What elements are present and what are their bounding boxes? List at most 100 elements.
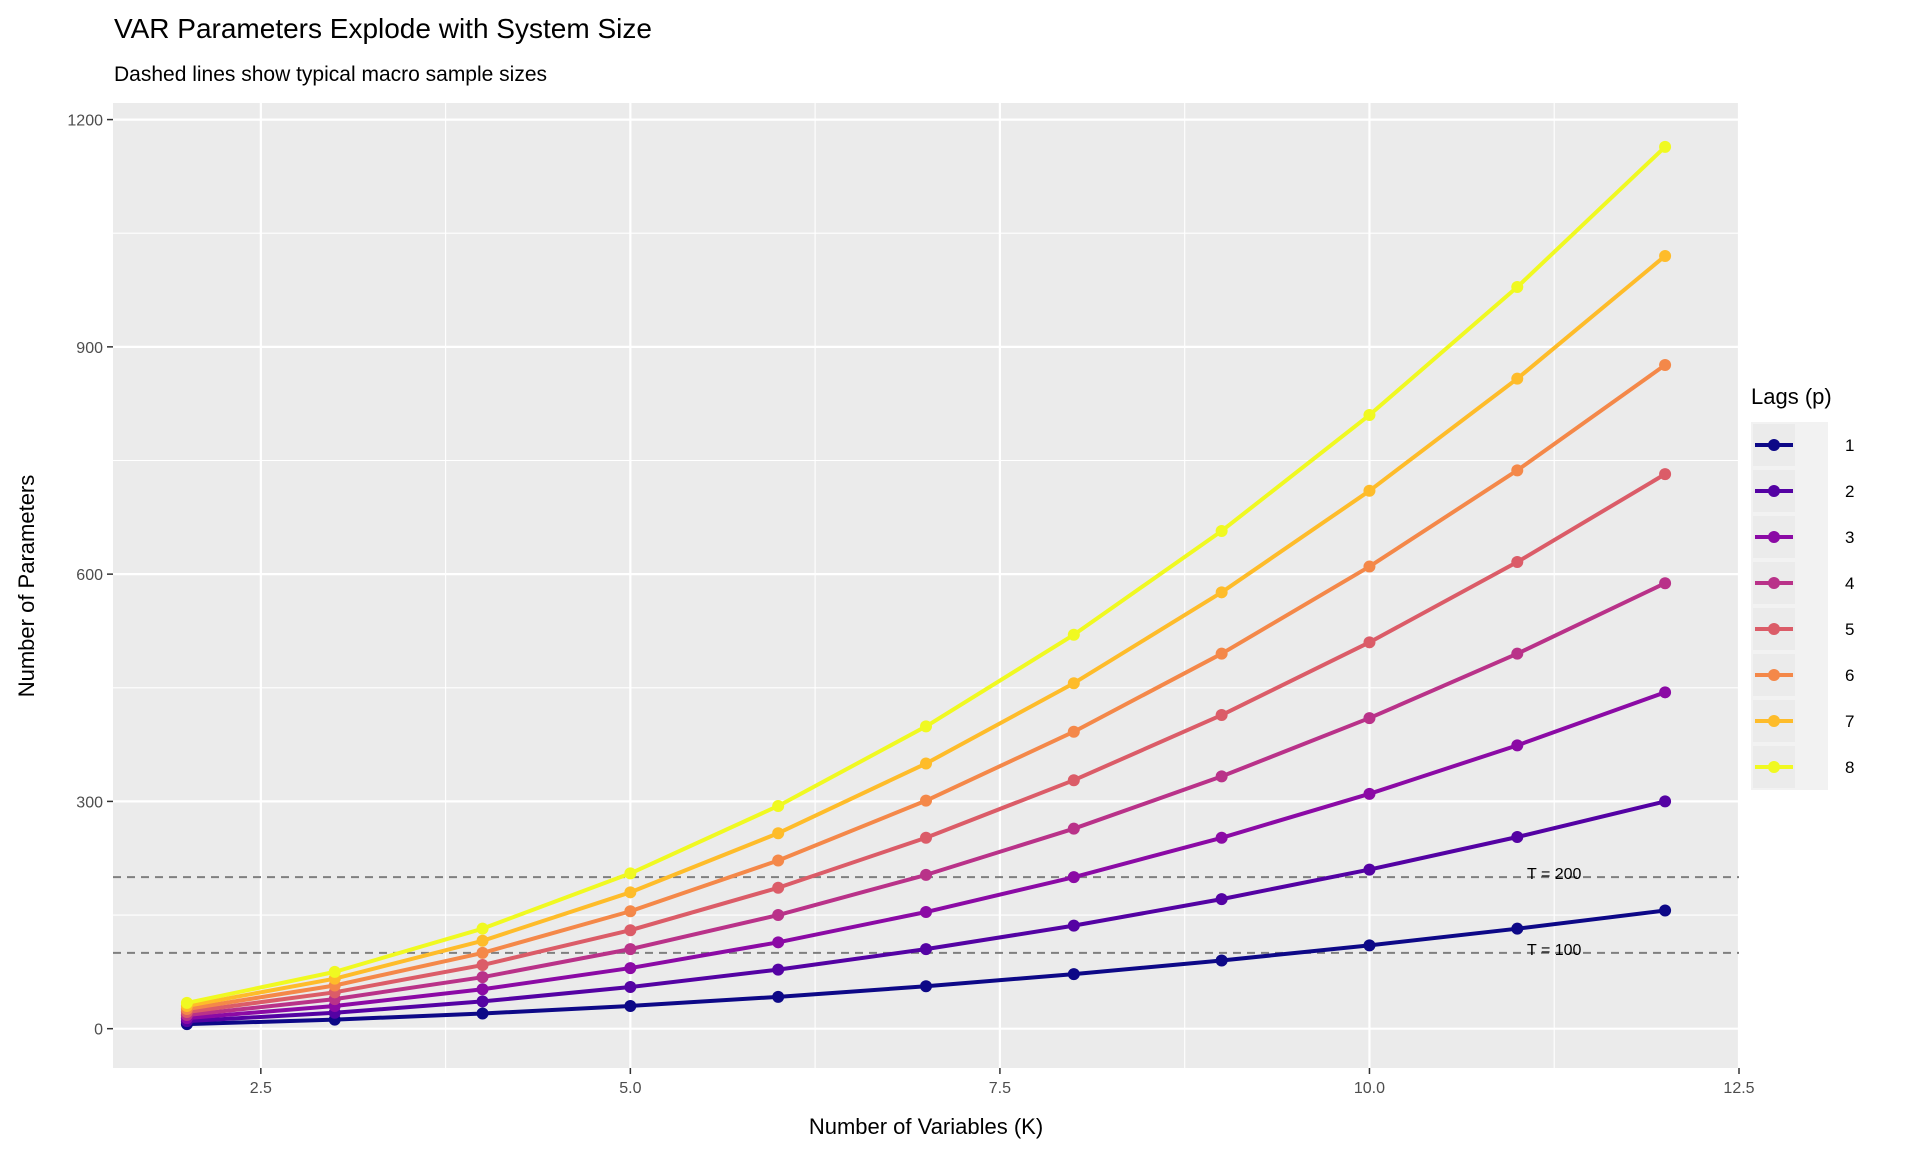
- data-point: [1215, 770, 1228, 783]
- data-point: [476, 959, 489, 972]
- data-point: [1067, 725, 1080, 738]
- y-axis-label: Number of Parameters: [14, 475, 39, 698]
- data-point: [1659, 686, 1672, 699]
- data-point: [624, 924, 637, 937]
- data-point: [1215, 893, 1228, 906]
- data-point: [1067, 968, 1080, 981]
- data-point: [1511, 464, 1524, 477]
- data-point: [1511, 556, 1524, 569]
- data-point: [920, 720, 932, 733]
- data-point: [1659, 795, 1672, 808]
- legend-key-point: [1768, 531, 1780, 543]
- data-point: [1215, 831, 1228, 844]
- data-point: [772, 881, 785, 894]
- data-point: [920, 831, 932, 844]
- reference-line-label: T = 200: [1527, 866, 1582, 883]
- data-point: [180, 996, 193, 1009]
- series-6: [180, 359, 1672, 1015]
- legend-item-1: 1: [1753, 424, 1854, 466]
- data-point: [624, 886, 637, 899]
- data-point: [476, 971, 489, 984]
- data-point: [328, 965, 341, 978]
- legend-label: 1: [1845, 436, 1854, 455]
- data-point: [920, 794, 932, 807]
- series-3: [180, 686, 1672, 1025]
- data-point: [1067, 871, 1080, 884]
- data-point: [1659, 904, 1672, 917]
- x-axis-label: Number of Variables (K): [809, 1114, 1043, 1139]
- chart-title: VAR Parameters Explode with System Size: [114, 13, 652, 44]
- data-point: [1215, 954, 1228, 967]
- legend-item-8: 8: [1753, 746, 1854, 788]
- axes: 2.5 5.0 7.5 10.0 12.5 0 300 600 900 1200: [67, 113, 1754, 1097]
- x-tick-label: 12.5: [1723, 1080, 1754, 1097]
- y-tick-label: 0: [94, 1022, 103, 1039]
- data-point: [476, 983, 489, 996]
- data-point: [624, 867, 637, 880]
- data-point: [772, 936, 785, 949]
- data-point: [1215, 709, 1228, 722]
- data-point: [772, 827, 785, 840]
- grid: [113, 103, 1741, 1068]
- data-point: [476, 946, 489, 959]
- y-tick-label: 300: [76, 794, 103, 811]
- legend-label: 8: [1845, 758, 1854, 777]
- data-point: [920, 980, 932, 993]
- data-point: [1511, 372, 1524, 385]
- series-2: [180, 795, 1672, 1028]
- data-point: [1659, 577, 1672, 590]
- legend-label: 6: [1845, 666, 1854, 685]
- data-point: [920, 868, 932, 881]
- legend-item-2: 2: [1753, 470, 1854, 512]
- legend-label: 3: [1845, 528, 1854, 547]
- chart-subtitle: Dashed lines show typical macro sample s…: [114, 63, 547, 86]
- legend-key-point: [1768, 485, 1780, 497]
- reference-line-label: T = 100: [1527, 942, 1582, 959]
- legend-key-point: [1768, 761, 1780, 773]
- data-point: [1363, 712, 1376, 725]
- data-point: [1067, 774, 1080, 787]
- data-point: [1067, 677, 1080, 690]
- data-point: [772, 990, 785, 1003]
- data-point: [1659, 359, 1672, 372]
- data-point: [1067, 919, 1080, 932]
- data-point: [920, 906, 932, 919]
- legend-label: 7: [1845, 712, 1854, 731]
- data-point: [1067, 628, 1080, 641]
- data-point: [1067, 822, 1080, 835]
- data-point: [476, 995, 489, 1008]
- legend-key-point: [1768, 577, 1780, 589]
- data-point: [1511, 281, 1524, 294]
- data-point: [1659, 249, 1672, 262]
- data-point: [920, 943, 932, 956]
- data-point: [476, 1007, 489, 1020]
- legend-item-3: 3: [1753, 516, 1854, 558]
- x-tick-label: 2.5: [250, 1080, 272, 1097]
- legend-label: 4: [1845, 574, 1854, 593]
- data-point: [1511, 831, 1524, 844]
- data-point: [476, 922, 489, 935]
- legend-title: Lags (p): [1751, 384, 1832, 409]
- legend-key-point: [1768, 669, 1780, 681]
- plot-panel: [113, 103, 1739, 1068]
- data-point: [624, 943, 637, 956]
- legend-item-6: 6: [1753, 654, 1854, 696]
- legend-label: 5: [1845, 620, 1854, 639]
- data-point: [1363, 939, 1376, 952]
- legend-label: 2: [1845, 482, 1854, 501]
- legend: Lags (p) 1 2 3 4 5 6 7 8: [1751, 384, 1854, 790]
- data-point: [1363, 484, 1376, 497]
- data-point: [1363, 636, 1376, 649]
- data-point: [772, 799, 785, 812]
- data-point: [920, 757, 932, 770]
- legend-item-5: 5: [1753, 608, 1854, 650]
- y-tick-label: 1200: [67, 113, 103, 130]
- x-tick-label: 5.0: [619, 1080, 641, 1097]
- data-point: [1363, 787, 1376, 800]
- data-point: [1511, 922, 1524, 935]
- data-point: [476, 934, 489, 947]
- x-tick-label: 7.5: [989, 1080, 1011, 1097]
- y-tick-label: 900: [76, 340, 103, 357]
- y-tick-label: 600: [76, 567, 103, 584]
